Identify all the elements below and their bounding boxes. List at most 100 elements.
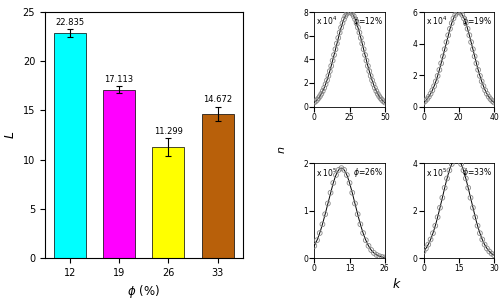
Point [487, 97, 495, 101]
Point [432, 79, 440, 84]
Point [348, 190, 356, 195]
Text: $\phi$=12%: $\phi$=12% [353, 15, 383, 28]
Point [321, 212, 329, 217]
Point [358, 41, 366, 46]
Point [353, 21, 361, 26]
Point [420, 249, 428, 254]
Point [319, 89, 327, 94]
Point [360, 47, 368, 52]
Point [361, 52, 369, 57]
Point [345, 181, 353, 185]
Point [420, 100, 428, 105]
Point [441, 47, 449, 52]
Y-axis label: $L$: $L$ [4, 131, 17, 139]
Point [481, 88, 489, 93]
Point [480, 84, 488, 88]
Point [431, 223, 439, 228]
Point [321, 82, 329, 87]
Bar [202, 114, 234, 258]
Text: x 10$^5$: x 10$^5$ [426, 166, 447, 178]
Point [457, 10, 465, 15]
Point [424, 242, 432, 247]
Point [469, 205, 477, 210]
Point [345, 10, 353, 14]
Point [483, 246, 491, 251]
Point [316, 231, 324, 236]
Point [443, 176, 451, 181]
Point [343, 11, 351, 16]
Point [488, 251, 496, 256]
Point [340, 167, 348, 172]
Text: x 10$^4$: x 10$^4$ [316, 15, 338, 27]
Point [438, 195, 446, 200]
Point [460, 16, 468, 21]
Point [476, 74, 484, 78]
Point [379, 99, 387, 104]
Point [478, 79, 486, 84]
Point [421, 99, 429, 103]
Point [354, 25, 362, 30]
Point [326, 190, 334, 195]
Point [324, 74, 332, 78]
Point [362, 58, 370, 63]
Point [351, 17, 359, 22]
Point [476, 231, 484, 236]
Point [466, 33, 474, 38]
Point [436, 205, 444, 210]
Point [367, 248, 375, 252]
Point [488, 99, 496, 103]
Point [485, 94, 493, 99]
Point [367, 74, 375, 78]
Point [355, 30, 363, 35]
Point [370, 250, 378, 255]
Point [450, 158, 458, 162]
Bar [103, 90, 135, 258]
Bar [54, 33, 86, 258]
Point [347, 10, 355, 15]
Point [326, 69, 334, 74]
Point [486, 249, 494, 254]
Point [357, 35, 365, 40]
Point [333, 41, 341, 46]
Point [335, 167, 343, 172]
Point [467, 195, 475, 200]
Point [362, 238, 370, 243]
Point [313, 98, 321, 102]
Point [453, 10, 461, 15]
Point [314, 96, 322, 100]
Point [310, 243, 318, 248]
Point [425, 94, 433, 99]
Point [469, 47, 477, 52]
Point [453, 156, 461, 161]
Point [329, 58, 337, 63]
Point [434, 74, 442, 78]
Point [458, 13, 466, 17]
Point [448, 21, 456, 26]
Point [381, 100, 389, 105]
Point [428, 88, 436, 93]
Point [450, 16, 458, 21]
Point [471, 54, 479, 59]
Point [427, 237, 435, 242]
Point [354, 212, 362, 217]
Point [478, 237, 486, 242]
Point [474, 68, 482, 72]
Point [462, 176, 470, 181]
Point [317, 92, 325, 96]
Point [368, 78, 376, 83]
Point [462, 21, 470, 26]
Point [378, 98, 386, 102]
Point [356, 222, 364, 227]
Point [337, 25, 345, 30]
Text: $n$: $n$ [277, 146, 287, 154]
Point [372, 89, 380, 94]
X-axis label: $\phi$ (%): $\phi$ (%) [127, 283, 160, 300]
Text: $k$: $k$ [392, 277, 402, 291]
Point [439, 54, 447, 59]
Point [375, 254, 383, 259]
Point [334, 35, 342, 40]
Point [359, 231, 367, 236]
Point [430, 84, 438, 88]
Point [464, 26, 472, 31]
Point [312, 99, 320, 104]
